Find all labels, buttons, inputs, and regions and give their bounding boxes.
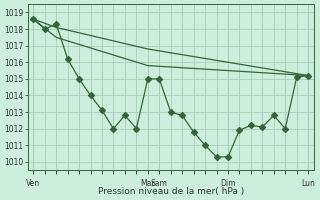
Text: Mar: Mar bbox=[140, 179, 155, 188]
Text: Lun: Lun bbox=[301, 179, 315, 188]
Text: Dim: Dim bbox=[220, 179, 236, 188]
X-axis label: Pression niveau de la mer( hPa ): Pression niveau de la mer( hPa ) bbox=[98, 187, 244, 196]
Text: Ven: Ven bbox=[26, 179, 40, 188]
Text: Sam: Sam bbox=[151, 179, 168, 188]
